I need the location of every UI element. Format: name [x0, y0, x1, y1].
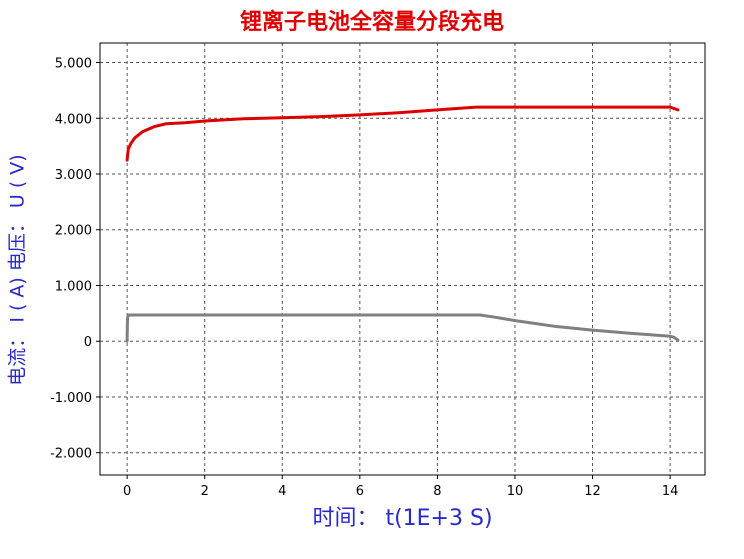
y-tick-label: 3.000 — [55, 168, 92, 183]
plot-frame — [99, 42, 706, 476]
x-tick-label: 10 — [507, 484, 524, 499]
x-tick-label: 14 — [662, 484, 679, 499]
y-tick-label: 1.000 — [55, 279, 92, 294]
x-tick-label: 6 — [356, 484, 364, 499]
y-tick-label: -1.000 — [50, 391, 92, 406]
y-tick-label: -2.000 — [50, 447, 92, 462]
y-tick-label: 4.000 — [55, 112, 92, 127]
x-tick-label: 0 — [123, 484, 131, 499]
voltage-series-line — [125, 105, 680, 162]
y-tick-label: 5.000 — [55, 57, 92, 72]
y-tick-label: 0 — [84, 335, 92, 350]
chart-title: 锂离子电池全容量分段充电 — [239, 9, 504, 35]
x-tick-label: 8 — [433, 484, 441, 499]
x-axis-label: 时间： t(1E+3 S) — [312, 506, 493, 531]
y-tick-label: 2.000 — [55, 224, 92, 239]
x-tick-label: 4 — [278, 484, 286, 499]
x-tick-label: 2 — [201, 484, 209, 499]
current-series-line — [125, 313, 680, 343]
y-axis-label: 电流： I ( A) 电压： U ( V) — [6, 154, 29, 386]
x-tick-label: 12 — [584, 484, 601, 499]
